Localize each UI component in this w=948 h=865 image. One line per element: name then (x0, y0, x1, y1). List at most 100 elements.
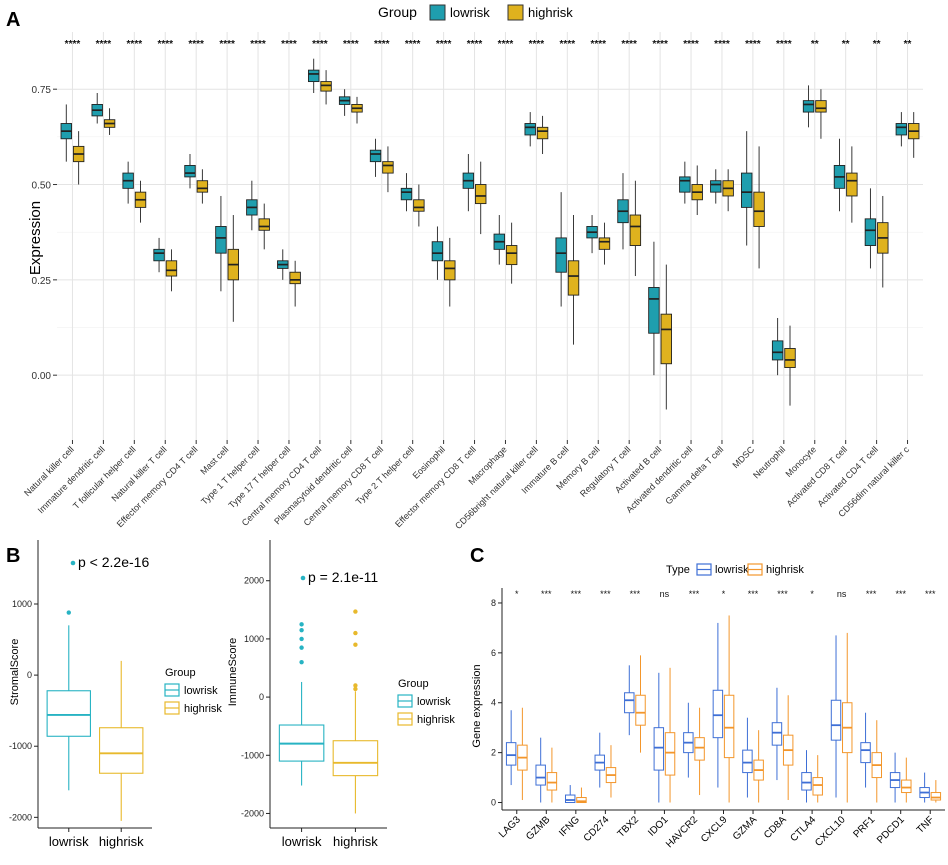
x-tick-label: TBX2 (616, 814, 642, 840)
box-highrisk-box (930, 792, 942, 801)
x-tick-label: MDSC (730, 444, 756, 470)
panel-a-grid (57, 32, 923, 440)
y-tick-label: 6 (491, 648, 496, 658)
y-tick-label: 0 (27, 670, 32, 680)
significance-marker: **** (498, 39, 514, 50)
box-highrisk-box (694, 737, 705, 761)
x-tick-label: Natural killer T cell (109, 444, 168, 503)
box-highrisk-box (846, 172, 858, 197)
x-tick-label: Type 1 T helper cell (199, 444, 261, 506)
panel-a-significance: **** **** **** **** **** **** **** **** **** ****… (65, 39, 912, 50)
x-tick-label: CXCL9 (699, 814, 730, 845)
x-tick-label: lowrisk (49, 834, 89, 849)
significance-marker: *** (630, 589, 641, 599)
panel-a-boxes (60, 58, 920, 410)
stromal-score-y-label: StromalScore (9, 639, 21, 706)
significance-marker: *** (600, 589, 611, 599)
y-tick-label: 8 (491, 598, 496, 608)
box-lowrisk-box (400, 187, 413, 201)
x-tick-label: PRF1 (851, 814, 877, 840)
box-highrisk-box (598, 237, 611, 250)
panel-a-y-label: Expression (27, 201, 44, 275)
outlier-point (299, 645, 304, 650)
panel-b-chart: B -2000 -1000 0 1000 lowrisk highrisk -2000 -1… (6, 540, 455, 849)
panel-c-y-label: Gene expression (471, 664, 483, 747)
box-lowrisk-box (740, 172, 753, 208)
box-lowrisk-box (564, 794, 576, 804)
box-lowrisk-box (184, 165, 196, 178)
significance-marker: * (722, 589, 726, 599)
box-lowrisk-box (771, 722, 783, 746)
x-tick-label: IDO1 (646, 814, 671, 839)
significance-marker: **** (714, 39, 730, 50)
box-highrisk-box (629, 214, 642, 246)
x-tick-label: highrisk (333, 834, 378, 849)
significance-marker: **** (157, 39, 173, 50)
y-tick-label: -1000 (9, 741, 32, 751)
x-tick-label: CD8A (762, 814, 789, 841)
panel-c-legend-title: Type (666, 564, 690, 576)
immune-pvalue: p = 2.1e-11 (308, 569, 378, 585)
box-highrisk-box (382, 161, 394, 174)
panel-c-label: C (470, 545, 484, 567)
box-lowrisk-box (864, 218, 877, 246)
significance-marker: **** (436, 39, 452, 50)
significance-marker: *** (571, 589, 582, 599)
significance-marker: **** (343, 39, 359, 50)
panel-c-legend-lowrisk: lowrisk (715, 564, 749, 576)
immune-legend-highrisk: highrisk (417, 714, 455, 726)
stromal-pvalue: p < 2.2e-16 (78, 554, 149, 570)
box-highrisk-box (635, 694, 646, 726)
y-tick-label: 0.50 (32, 181, 52, 192)
y-tick-label: -2000 (9, 812, 32, 822)
box-lowrisk-box (653, 727, 665, 771)
y-tick-label: 1000 (12, 599, 32, 609)
y-tick-label: 0.75 (32, 85, 52, 96)
box-highrisk-box (536, 126, 549, 140)
outlier-point (299, 622, 304, 627)
x-tick-label: highrisk (99, 834, 144, 849)
outlier-point (353, 609, 358, 614)
significance-marker: ** (904, 39, 912, 50)
panel-a-legend-lowrisk: lowrisk (450, 5, 490, 20)
significance-marker: **** (405, 39, 421, 50)
box-lowrisk-box (679, 176, 691, 193)
y-tick-label: -2000 (241, 808, 264, 818)
significance-marker: **** (219, 39, 235, 50)
x-tick-label: Type 2 T helper cell (354, 444, 416, 506)
significance-marker: **** (96, 39, 112, 50)
significance-marker: **** (652, 39, 668, 50)
box-highrisk-box (546, 772, 558, 791)
box-lowrisk-box (307, 69, 320, 83)
panel-b-label: B (6, 545, 20, 567)
significance-marker: **** (250, 39, 266, 50)
stromal-legend: Group lowrisk highrisk (164, 667, 222, 715)
significance-marker: *** (748, 589, 759, 599)
y-tick-label: 0.00 (32, 371, 52, 382)
significance-marker: ** (811, 39, 819, 50)
box-highrisk-box (576, 797, 587, 804)
panel-a-legend: Group lowrisk highrisk (378, 4, 573, 21)
stromal-legend-highrisk: highrisk (184, 703, 222, 715)
panel-c-legend-highrisk: highrisk (766, 564, 804, 576)
legend-swatch-highrisk (507, 4, 524, 21)
x-tick-label: HAVCR2 (664, 814, 700, 850)
y-tick-label: 1000 (244, 634, 264, 644)
significance-marker: **** (560, 39, 576, 50)
y-tick-label: 0 (259, 692, 264, 702)
box-lowrisk-box (431, 241, 444, 262)
immune-score-plot: -2000 -1000 0 1000 2000 lowrisk highrisk (241, 540, 387, 849)
significance-marker: *** (689, 589, 700, 599)
significance-marker: * (515, 589, 519, 599)
box-lowrisk-box (369, 149, 382, 163)
significance-marker: **** (529, 39, 545, 50)
panel-a-y-axis: 0.00 0.25 0.50 0.75 (32, 85, 57, 382)
box-lowrisk-box (742, 749, 753, 774)
box-lowrisk-box (555, 237, 567, 273)
box-lowrisk-box (535, 764, 546, 786)
box-lowrisk-box (830, 699, 842, 741)
immune-score-y-label: ImmuneScore (227, 638, 239, 706)
panel-c-legend: Type lowrisk highrisk (666, 563, 804, 576)
